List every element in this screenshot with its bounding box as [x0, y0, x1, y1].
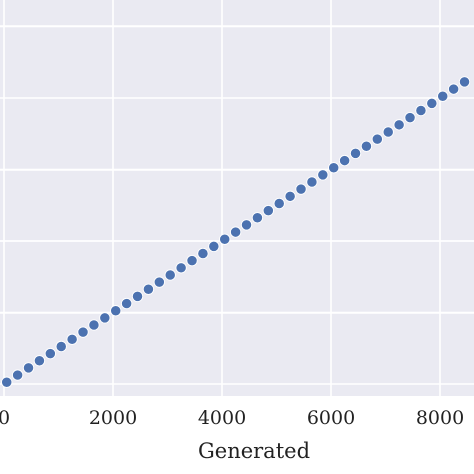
scatter-point: [284, 190, 296, 202]
scatter-point: [88, 319, 100, 331]
scatter-point: [208, 240, 220, 253]
scatter-point: [295, 183, 307, 195]
scatter-point: [175, 262, 187, 274]
scatter-point: [349, 147, 362, 160]
scatter-point: [110, 305, 122, 317]
points-layer: [1, 76, 471, 388]
scatter-point: [11, 369, 24, 381]
scatter-point: [153, 276, 165, 288]
scatter-point: [1, 376, 13, 388]
scatter-point: [22, 362, 35, 374]
scatter-point: [142, 283, 155, 295]
scatter-point: [338, 154, 351, 167]
scatter-point: [229, 226, 242, 238]
x-tick-label: 6000: [307, 407, 355, 429]
scatter-point: [99, 312, 111, 324]
scatter-point: [426, 97, 438, 110]
scatter-point: [393, 119, 405, 131]
scatter-point: [317, 169, 329, 181]
scatter-point: [447, 83, 460, 95]
scatter-point: [197, 247, 209, 260]
grid-layer: [0, 0, 474, 396]
scatter-point: [328, 162, 340, 174]
scatter-point: [262, 204, 274, 217]
scatter-point: [306, 176, 318, 188]
scatter-point: [33, 355, 46, 367]
scatter-point: [273, 197, 285, 210]
scatter-point: [437, 90, 449, 102]
x-tick-label: 8000: [416, 407, 464, 429]
scatter-point: [164, 269, 176, 281]
scatter-point: [77, 326, 89, 338]
scatter-point: [382, 126, 394, 138]
scatter-point: [360, 140, 373, 152]
scatter-point: [458, 76, 471, 88]
scatter-point: [240, 219, 253, 231]
scatter-point: [120, 297, 133, 310]
scatter-point: [251, 212, 264, 224]
scatter-point: [219, 233, 231, 245]
scatter-point: [415, 104, 427, 117]
scatter-point: [55, 340, 67, 353]
x-tick-label: 0: [0, 407, 10, 429]
scatter-point: [44, 347, 56, 360]
x-tick-label: 2000: [89, 407, 137, 429]
x-tick-labels: 0 2000 4000 6000 8000: [0, 407, 464, 429]
scatter-point: [66, 333, 78, 345]
scatter-point: [371, 133, 383, 145]
x-tick-label: 4000: [198, 407, 246, 429]
scatter-point: [404, 112, 416, 124]
scatter-point: [186, 255, 198, 267]
scatter-point: [131, 290, 144, 303]
x-axis-title: Generated: [198, 439, 310, 463]
